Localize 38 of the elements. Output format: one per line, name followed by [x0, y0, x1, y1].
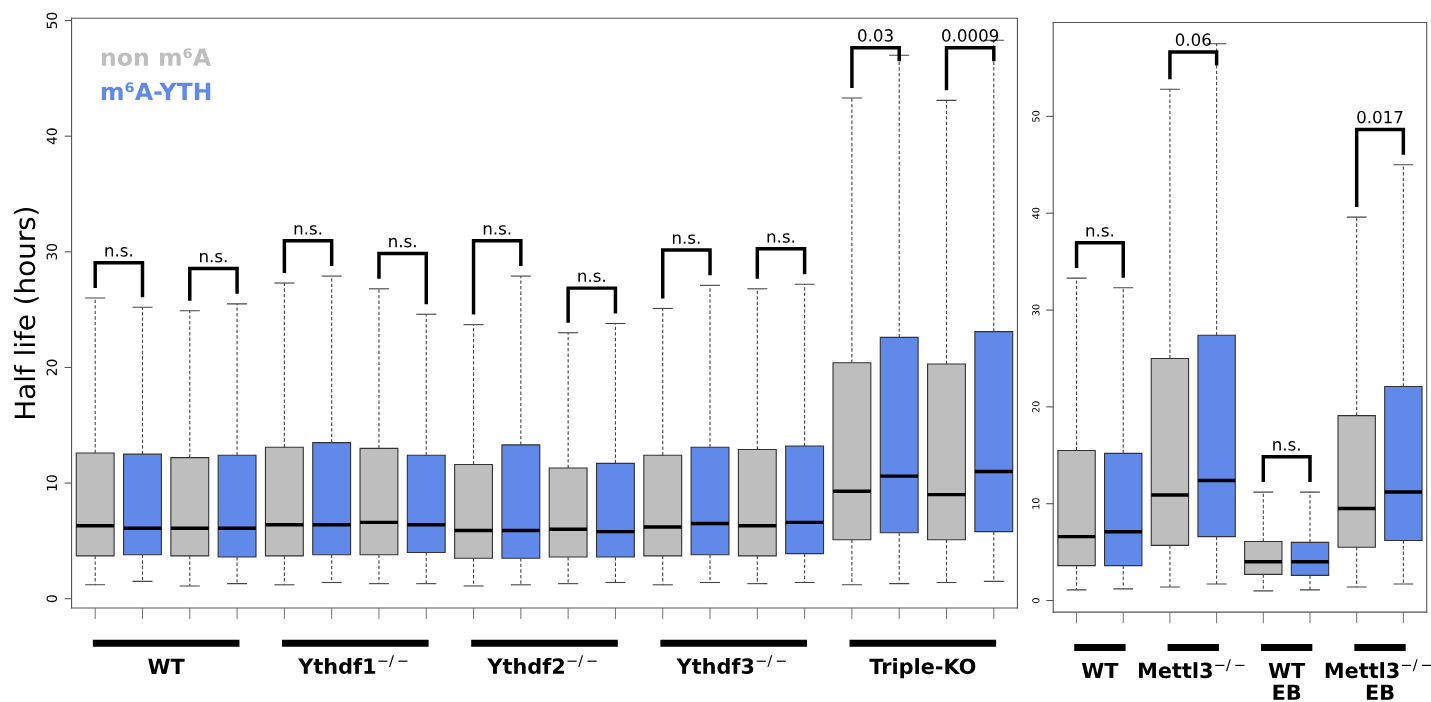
text: Ythdf3$^{−/−}$	[676, 655, 786, 675]
y-axis-title: Half life (hours)	[13, 207, 39, 418]
annotation: 0.017	[1357, 110, 1403, 124]
y-tick-label: 30	[46, 243, 58, 260]
y-tick-label: 40	[1032, 207, 1040, 219]
y-tick-label: 20	[46, 359, 58, 376]
y-tick-label: 30	[1032, 304, 1040, 316]
annotation: n.s.	[578, 272, 605, 283]
text: Ythdf2$^{−/−}$	[487, 655, 597, 675]
annotation: n.s.	[105, 247, 132, 257]
text: Mettl3$^{−/−}$	[1139, 659, 1245, 679]
y-tick-label: 10	[46, 475, 58, 491]
y-tick-label: 20	[1032, 401, 1040, 413]
annotation: n.s.	[389, 237, 416, 248]
annotation: n.s.	[483, 225, 511, 235]
annotation: n.s.	[200, 252, 227, 263]
y-tick-label: 50	[46, 12, 58, 29]
text: WT	[1081, 662, 1119, 679]
annotation: n.s.	[294, 225, 322, 235]
text: Ythdf1$^{−/−}$	[298, 655, 408, 675]
text: Triple-KO	[869, 658, 976, 679]
y-tick-label: 0	[46, 595, 58, 603]
text: Mettl3$^{−/−}$ EB	[1325, 659, 1431, 700]
y-tick-label: 50	[1032, 110, 1040, 122]
annotation: n.s.	[1086, 227, 1114, 237]
y-tick-label: 40	[46, 128, 58, 145]
y-tick-label: 10	[1032, 498, 1040, 509]
text: WT	[148, 658, 185, 674]
y-tick-label: 0	[1032, 598, 1040, 603]
annotation: 0.06	[1175, 33, 1211, 46]
text: WT EB	[1268, 662, 1306, 700]
annotation: n.s.	[767, 233, 795, 243]
text: m⁶A-YTH	[101, 82, 211, 100]
annotation: n.s.	[1273, 441, 1300, 451]
annotation: n.s.	[672, 234, 700, 244]
annotation: 0.03	[858, 29, 893, 42]
text: non m⁶A	[101, 48, 212, 67]
annotation: 0.0009	[942, 29, 999, 42]
